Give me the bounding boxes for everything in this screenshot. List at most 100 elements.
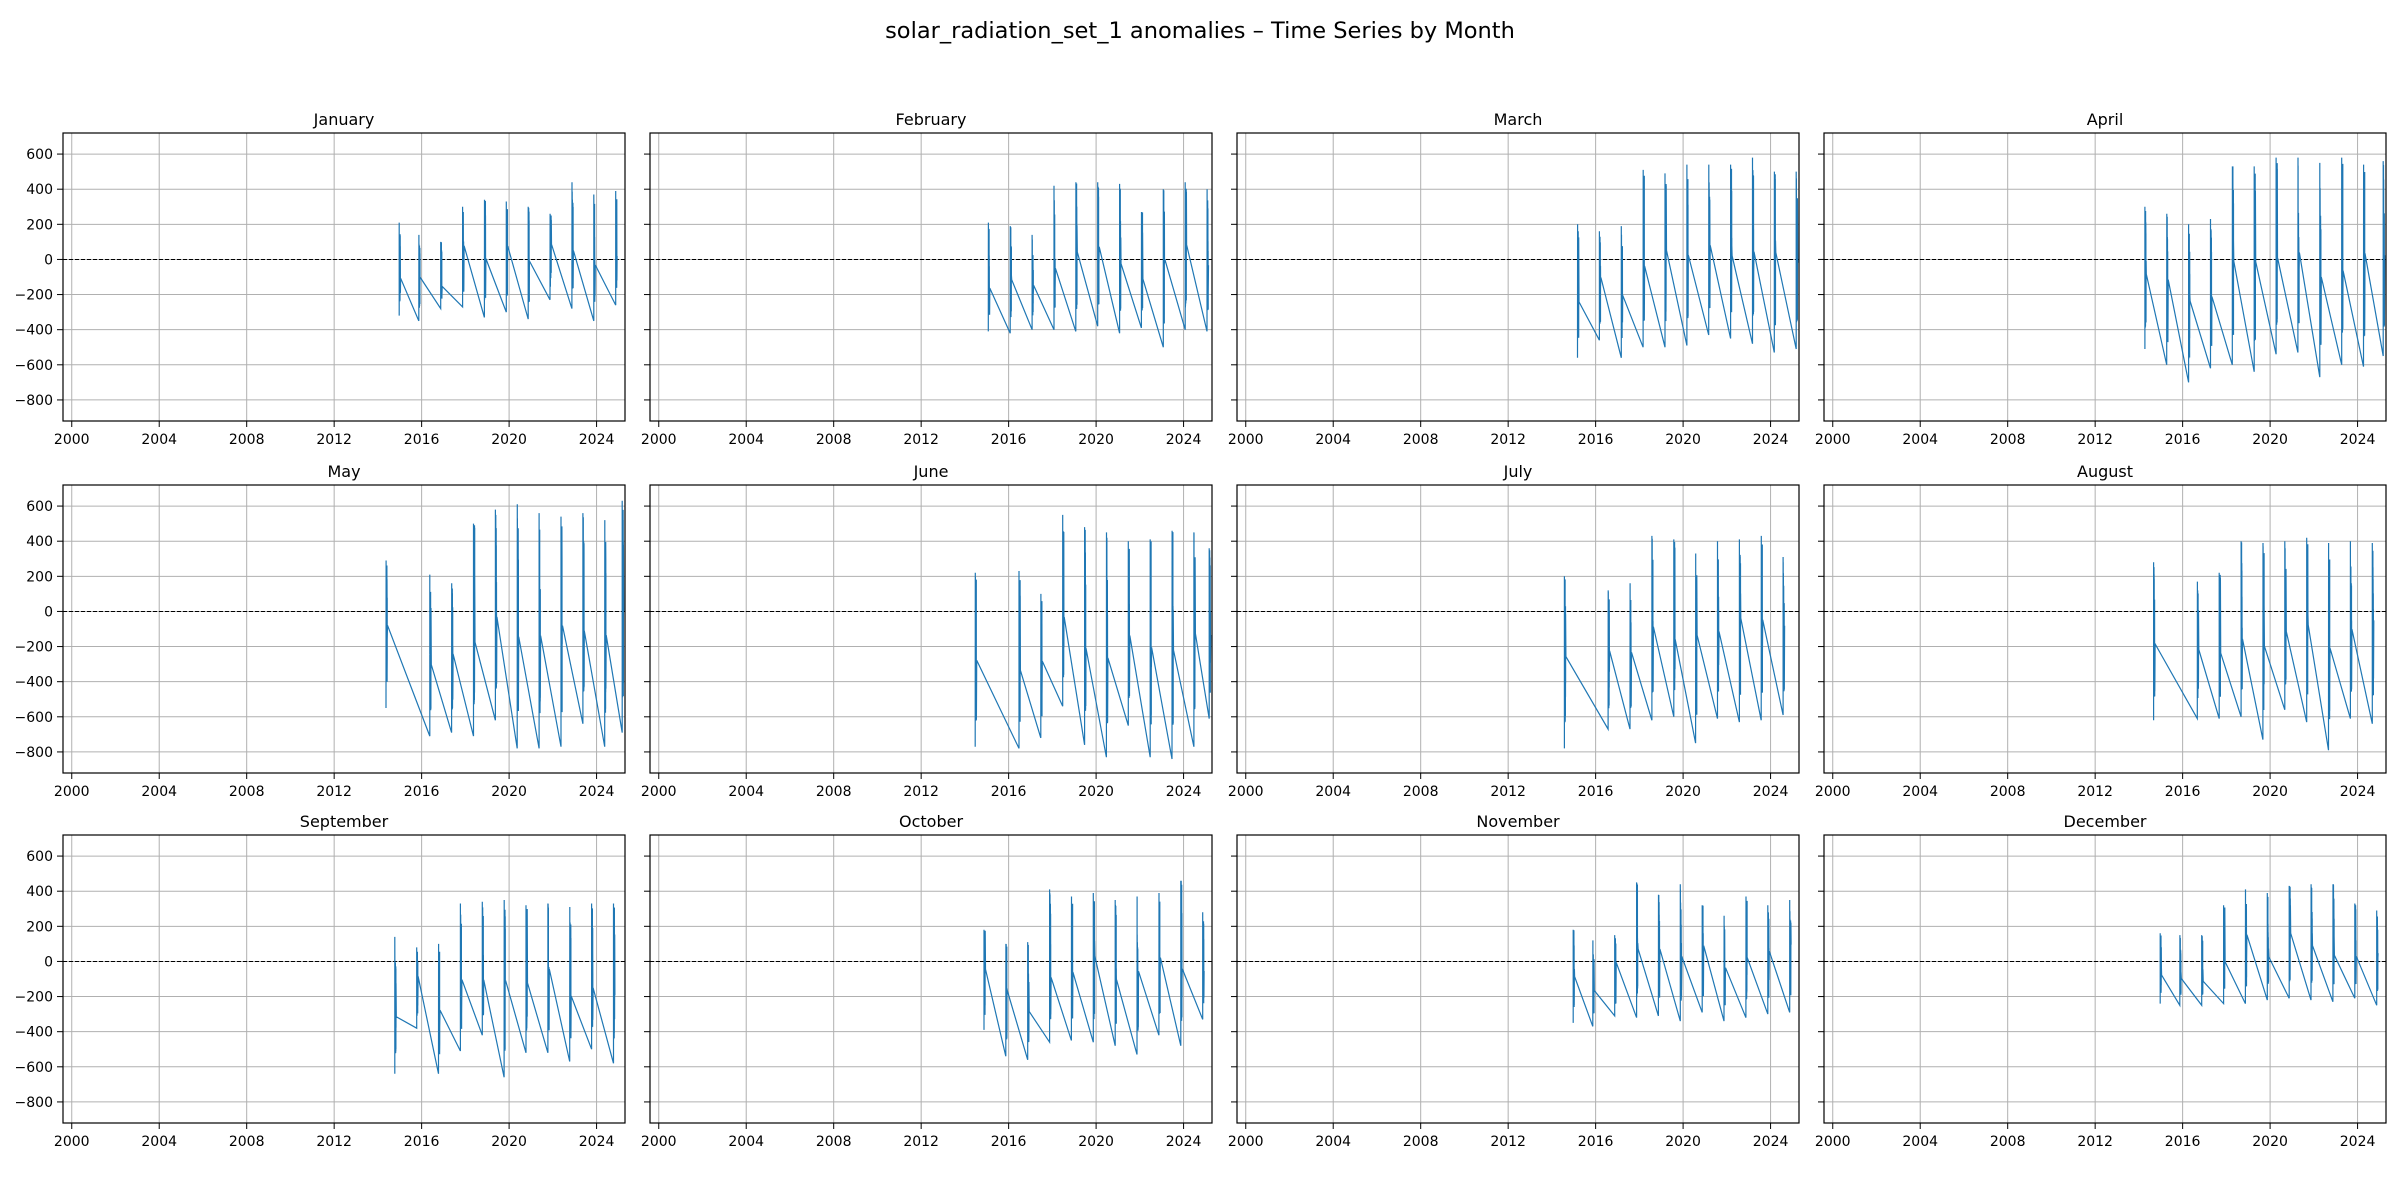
x-tick-label: 2016 xyxy=(404,432,440,448)
x-tick-label: 2004 xyxy=(1902,432,1938,448)
panel-title: November xyxy=(1476,812,1560,831)
x-tick-label: 2016 xyxy=(1578,784,1614,800)
x-tick-label: 2020 xyxy=(1078,1134,1114,1150)
panel-may: 2000 2004 2008 2012 2016 2020 20246004002000−2… xyxy=(15,462,626,800)
y-tick-label: −800 xyxy=(15,745,53,761)
x-tick-label: 2012 xyxy=(2077,784,2113,800)
x-tick-label: 2016 xyxy=(991,432,1027,448)
x-tick-label: 2016 xyxy=(991,1134,1027,1150)
series-line xyxy=(2144,157,2386,383)
figure-title: solar_radiation_set_1 anomalies – Time S… xyxy=(885,18,1515,44)
x-tick-label: 2020 xyxy=(2252,432,2288,448)
panel-title: September xyxy=(300,812,389,831)
x-tick-label: 2020 xyxy=(1665,784,1701,800)
x-tick-label: 2012 xyxy=(2077,1134,2113,1150)
y-tick-label: −600 xyxy=(15,358,53,374)
panel-frame xyxy=(1236,132,1800,422)
panel-title: August xyxy=(2077,462,2133,481)
panel-title: June xyxy=(913,462,949,481)
x-tick-label: 2000 xyxy=(1815,1134,1851,1150)
x-tick-label: 2020 xyxy=(1078,784,1114,800)
x-tick-label: 2024 xyxy=(579,784,615,800)
x-tick-label: 2004 xyxy=(141,432,177,448)
x-tick-label: 2004 xyxy=(728,432,764,448)
x-tick-label: 2012 xyxy=(1490,1134,1526,1150)
x-tick-label: 2024 xyxy=(1166,784,1202,800)
y-tick-label: 600 xyxy=(26,147,53,163)
panel-title: October xyxy=(899,812,963,831)
x-tick-label: 2008 xyxy=(816,432,852,448)
y-tick-label: 200 xyxy=(26,569,53,585)
panel-december: 2000 2004 2008 2012 2016 2020 2024 December xyxy=(1815,812,2387,1150)
x-tick-label: 2000 xyxy=(641,784,677,800)
panel-frame xyxy=(1236,484,1800,774)
x-tick-label: 2008 xyxy=(1990,432,2026,448)
x-tick-label: 2024 xyxy=(579,1134,615,1150)
x-tick-label: 2016 xyxy=(1578,432,1614,448)
x-tick-label: 2004 xyxy=(1902,1134,1938,1150)
x-tick-label: 2012 xyxy=(2077,432,2113,448)
x-tick-label: 2008 xyxy=(1990,1134,2026,1150)
panel-february: 2000 2004 2008 2012 2016 2020 2024 February xyxy=(641,110,1213,448)
x-tick-label: 2012 xyxy=(316,432,352,448)
x-tick-label: 2020 xyxy=(491,1134,527,1150)
panel-frame xyxy=(62,132,626,422)
x-tick-label: 2012 xyxy=(1490,784,1526,800)
panel-title: July xyxy=(1503,462,1533,481)
x-tick-label: 2004 xyxy=(1902,784,1938,800)
x-tick-label: 2024 xyxy=(1166,432,1202,448)
series-line xyxy=(983,880,1205,1060)
x-tick-label: 2024 xyxy=(1753,784,1789,800)
panel-title: January xyxy=(313,110,375,129)
y-tick-label: −400 xyxy=(15,675,53,691)
y-tick-label: −400 xyxy=(15,323,53,339)
series-line xyxy=(398,182,618,322)
x-tick-label: 2004 xyxy=(728,1134,764,1150)
y-tick-label: −600 xyxy=(15,1060,53,1076)
x-tick-label: 2008 xyxy=(816,1134,852,1150)
y-tick-label: −200 xyxy=(15,990,53,1006)
panel-june: 2000 2004 2008 2012 2016 2020 2024 June xyxy=(641,462,1213,800)
panel-march: 2000 2004 2008 2012 2016 2020 2024 March xyxy=(1228,110,1800,448)
x-tick-label: 2020 xyxy=(1665,1134,1701,1150)
x-tick-label: 2016 xyxy=(2165,784,2201,800)
x-tick-label: 2000 xyxy=(1228,1134,1264,1150)
x-tick-label: 2024 xyxy=(2340,784,2376,800)
x-tick-label: 2008 xyxy=(1990,784,2026,800)
x-tick-label: 2024 xyxy=(1166,1134,1202,1150)
series-line xyxy=(2153,537,2375,751)
x-tick-label: 2008 xyxy=(229,1134,265,1150)
x-tick-label: 2024 xyxy=(1753,432,1789,448)
x-tick-label: 2000 xyxy=(1228,432,1264,448)
x-tick-label: 2016 xyxy=(404,1134,440,1150)
x-tick-label: 2008 xyxy=(229,784,265,800)
y-tick-label: 200 xyxy=(26,217,53,233)
x-tick-label: 2004 xyxy=(1315,432,1351,448)
x-tick-label: 2000 xyxy=(641,1134,677,1150)
panel-title: April xyxy=(2087,110,2124,129)
x-tick-label: 2020 xyxy=(2252,1134,2288,1150)
x-tick-label: 2020 xyxy=(491,784,527,800)
panel-july: 2000 2004 2008 2012 2016 2020 2024 July xyxy=(1228,462,1800,800)
x-tick-label: 2000 xyxy=(1228,784,1264,800)
x-tick-label: 2020 xyxy=(2252,784,2288,800)
x-tick-label: 2004 xyxy=(1315,1134,1351,1150)
panel-title: December xyxy=(2064,812,2147,831)
panel-september: 2000 2004 2008 2012 2016 2020 20246004002000−2… xyxy=(15,812,626,1150)
y-tick-label: 600 xyxy=(26,849,53,865)
panel-frame xyxy=(62,834,626,1124)
x-tick-label: 2000 xyxy=(1815,784,1851,800)
x-tick-label: 2016 xyxy=(404,784,440,800)
y-tick-label: 600 xyxy=(26,499,53,515)
y-tick-label: 0 xyxy=(44,954,53,970)
x-tick-label: 2012 xyxy=(903,784,939,800)
x-tick-label: 2012 xyxy=(1490,432,1526,448)
panel-january: 2000 2004 2008 2012 2016 2020 20246004002000−2… xyxy=(15,110,626,448)
x-tick-label: 2000 xyxy=(1815,432,1851,448)
x-tick-label: 2004 xyxy=(728,784,764,800)
panel-frame xyxy=(1823,132,2387,422)
y-tick-label: 400 xyxy=(26,182,53,198)
panel-frame xyxy=(649,132,1213,422)
panel-title: February xyxy=(896,110,967,129)
